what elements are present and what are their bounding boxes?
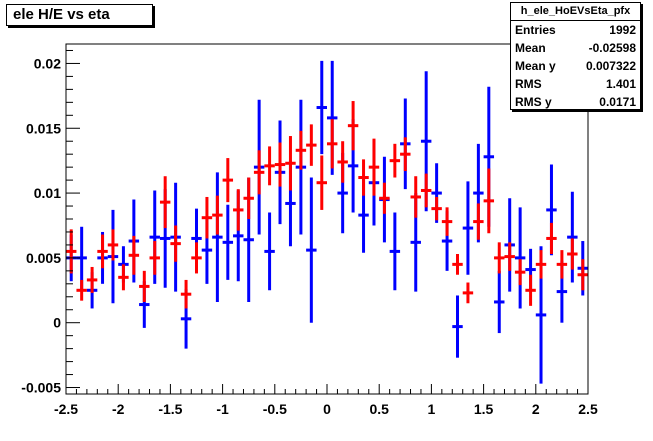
data-point-red: [201, 196, 213, 239]
data-point-red: [274, 142, 286, 187]
data-point-red: [410, 176, 421, 218]
x-tick-label: -1.5: [158, 401, 182, 417]
stats-label: Entries: [515, 23, 556, 37]
stats-row-mean: Mean -0.02598: [511, 39, 640, 57]
data-point-red: [441, 207, 453, 236]
data-point-red: [212, 195, 223, 235]
data-point-red: [504, 242, 515, 271]
chart-axes: -2.5 -2 -1.5 -1 -0.5 0 0.5 1 1.5 2 2.5 -0.005 0 0.005…: [21, 49, 598, 417]
data-point-red: [546, 222, 557, 254]
data-point-red: [222, 158, 234, 203]
chart-title: ele H/E vs eta: [6, 4, 153, 26]
data-point-red: [535, 250, 547, 279]
data-point-red: [170, 225, 181, 262]
x-tick-label: 2: [532, 401, 540, 417]
data-point-blue: [264, 212, 275, 291]
data-point-red: [327, 119, 338, 169]
stats-value: -0.02598: [588, 41, 636, 55]
x-tick-label: -0.5: [263, 401, 287, 417]
data-point-red: [139, 270, 150, 302]
data-point-red: [379, 182, 390, 214]
stats-row-rms: RMS 1.401: [511, 75, 640, 93]
y-tick-label: 0.005: [26, 250, 61, 266]
stats-value: 1.401: [605, 77, 636, 91]
data-point-red: [577, 259, 588, 291]
stats-box: h_ele_HoEVsEta_pfx Entries 1992 Mean -0.…: [510, 2, 641, 110]
data-point-red: [556, 250, 568, 279]
data-point-red: [525, 274, 536, 306]
data-point-red: [233, 189, 244, 231]
data-point-red: [368, 138, 380, 196]
x-tick-label: 1: [428, 401, 436, 417]
data-point-red: [431, 196, 442, 221]
data-point-red: [295, 130, 307, 170]
data-point-blue: [389, 212, 401, 291]
data-point-red: [66, 229, 77, 274]
y-tick-label: -0.005: [21, 380, 61, 396]
data-point-red: [180, 279, 192, 309]
data-point-red: [243, 177, 254, 219]
y-tick-label: 0: [53, 315, 61, 331]
data-point-red: [473, 203, 484, 240]
x-tick-label: 2.5: [578, 401, 598, 417]
data-point-red: [462, 282, 474, 304]
data-point-red: [86, 266, 98, 293]
data-point-red: [76, 279, 87, 301]
stats-histogram-name: h_ele_HoEVsEta_pfx: [511, 3, 640, 21]
data-point-blue: [316, 60, 327, 155]
data-point-red: [118, 264, 129, 291]
data-point-red: [128, 235, 140, 275]
stats-value: 0.007322: [585, 59, 636, 73]
y-tick-label: 0.01: [34, 185, 61, 201]
data-point-blue: [462, 181, 474, 275]
stats-value: 1992: [609, 23, 636, 37]
data-point-blue: [306, 177, 317, 323]
x-tick-label: 0: [323, 401, 331, 417]
stats-label: RMS: [515, 77, 542, 91]
data-point-red: [264, 146, 275, 186]
series-red: [66, 101, 588, 309]
data-point-red: [316, 155, 327, 210]
data-point-red: [567, 238, 578, 270]
data-point-red: [107, 229, 119, 261]
data-point-blue: [222, 204, 234, 280]
x-tick-label: -1: [216, 401, 229, 417]
x-tick-label: -2.5: [54, 401, 78, 417]
data-point-red: [191, 242, 202, 274]
stats-row-entries: Entries 1992: [511, 21, 640, 39]
x-tick-label: -2: [112, 401, 125, 417]
data-point-red: [514, 259, 526, 286]
data-point-red: [494, 242, 505, 274]
stats-label: RMS y: [515, 95, 552, 109]
data-point-red: [400, 137, 411, 172]
stats-row-rms-y: RMS y 0.0171: [511, 93, 640, 111]
data-point-blue: [514, 207, 526, 309]
data-point-red: [149, 241, 160, 275]
data-point-blue: [212, 172, 223, 302]
y-tick-label: 0.015: [26, 120, 61, 136]
x-tick-label: 0.5: [369, 401, 389, 417]
stats-row-mean-y: Mean y 0.007322: [511, 57, 640, 75]
stats-label: Mean y: [515, 59, 556, 73]
data-point-red: [452, 254, 463, 275]
data-point-red: [253, 150, 265, 195]
data-point-red: [420, 173, 432, 208]
data-point-blue: [494, 270, 505, 334]
data-point-red: [285, 136, 296, 191]
data-point-red: [97, 234, 108, 269]
data-point-red: [347, 101, 359, 151]
data-point-red: [306, 124, 317, 166]
data-point-red: [337, 141, 348, 183]
data-point-blue: [452, 295, 463, 358]
stats-label: Mean: [515, 41, 546, 55]
stats-value: 0.0171: [599, 95, 636, 109]
data-point-red: [159, 176, 171, 229]
data-point-red: [483, 168, 495, 234]
data-point-red: [358, 159, 369, 196]
y-tick-label: 0.02: [34, 55, 61, 71]
data-point-red: [389, 143, 401, 178]
x-tick-label: 1.5: [474, 401, 494, 417]
chart-marks: [66, 60, 588, 384]
